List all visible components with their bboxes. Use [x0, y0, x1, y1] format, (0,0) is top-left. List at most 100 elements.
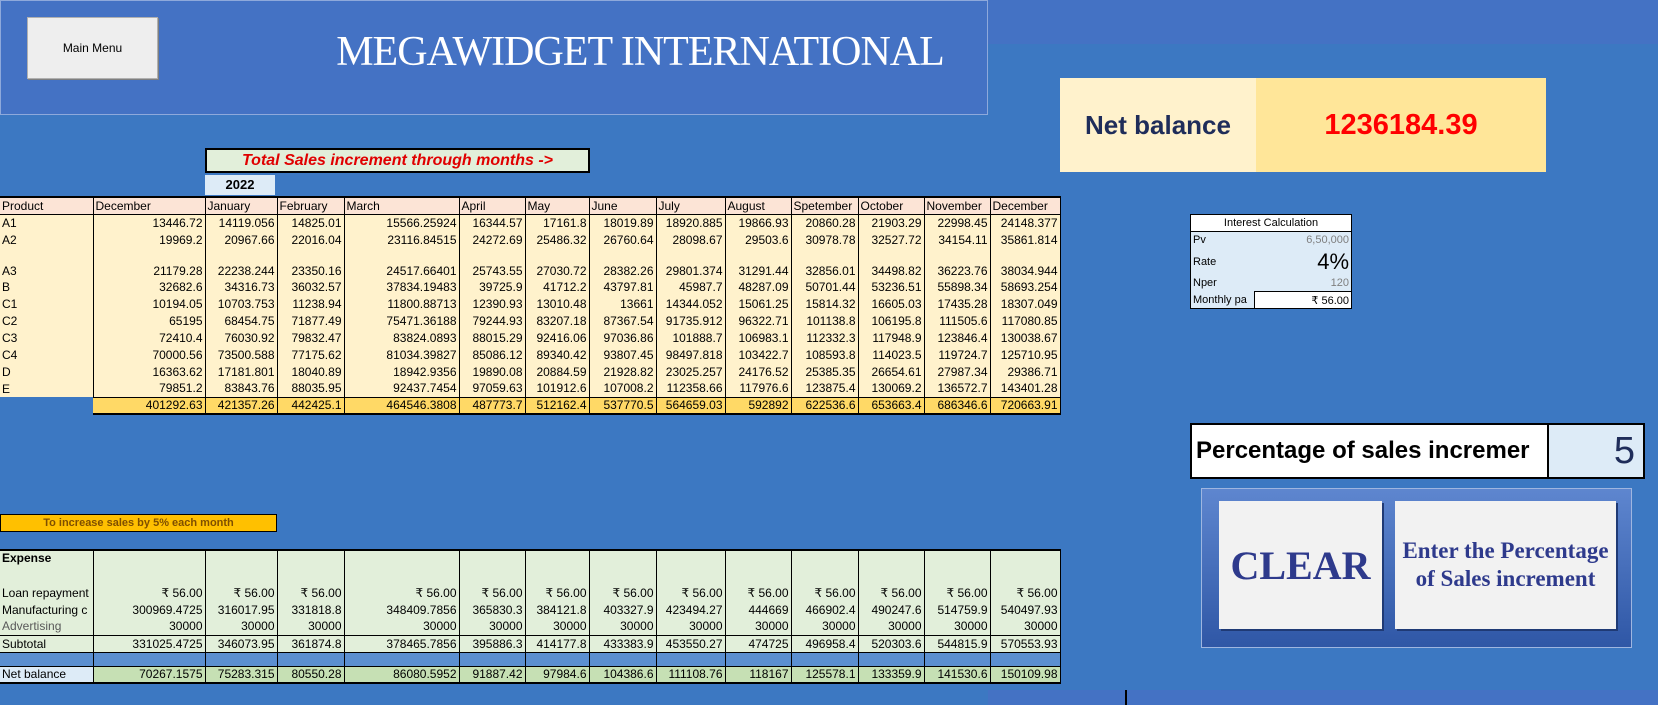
main-menu-button[interactable]: Main Menu	[27, 17, 158, 79]
sales-cell[interactable]: 81034.39827	[344, 346, 460, 363]
sales-cell[interactable]: 29386.71	[990, 363, 1061, 380]
expense-cell[interactable]: ₹ 56.00	[990, 584, 1061, 601]
expense-cell[interactable]: ₹ 56.00	[725, 584, 792, 601]
sales-cell[interactable]: 91735.912	[656, 312, 726, 329]
total-cell[interactable]: 720663.91	[990, 396, 1061, 415]
sales-cell[interactable]: 73500.588	[205, 346, 278, 363]
sales-cell[interactable]: 26654.61	[858, 363, 925, 380]
expense-cell[interactable]: 30000	[656, 618, 726, 635]
sales-cell[interactable]: 79832.47	[277, 329, 345, 346]
sales-cell[interactable]: 17161.8	[525, 214, 590, 231]
sales-cell[interactable]: 29503.6	[725, 231, 792, 248]
sales-cell[interactable]: 20967.66	[205, 231, 278, 248]
sales-cell[interactable]: 68454.75	[205, 312, 278, 329]
expense-cell[interactable]: ₹ 56.00	[791, 584, 859, 601]
expense-cell[interactable]: 75283.315	[205, 665, 278, 684]
expense-cell[interactable]: ₹ 56.00	[344, 584, 460, 601]
sales-cell[interactable]: 21903.29	[858, 214, 925, 231]
sales-cell[interactable]: 119724.7	[924, 346, 991, 363]
expense-cell[interactable]: 403327.9	[589, 601, 657, 618]
expense-cell[interactable]: 30000	[589, 618, 657, 635]
expense-cell[interactable]: 125578.1	[791, 665, 859, 684]
expense-cell[interactable]: 348409.7856	[344, 601, 460, 618]
total-cell[interactable]: 464546.3808	[344, 396, 460, 415]
sales-cell[interactable]: 10703.753	[205, 295, 278, 312]
sales-cell[interactable]: 13010.48	[525, 295, 590, 312]
expense-cell[interactable]: 30000	[344, 618, 460, 635]
total-cell[interactable]: 512162.4	[525, 396, 590, 415]
sales-cell[interactable]: 21928.82	[589, 363, 657, 380]
sales-cell[interactable]: 10194.05	[93, 295, 206, 312]
expense-cell[interactable]: 70267.1575	[93, 665, 206, 684]
sales-cell[interactable]: 72410.4	[93, 329, 206, 346]
expense-cell[interactable]: ₹ 56.00	[858, 584, 925, 601]
sales-cell[interactable]: 76030.92	[205, 329, 278, 346]
payment-value[interactable]: ₹ 56.00	[1253, 291, 1353, 309]
year-cell[interactable]: 2022	[205, 175, 275, 195]
expense-cell[interactable]: 97984.6	[525, 665, 590, 684]
sales-cell[interactable]: 23025.257	[656, 363, 726, 380]
sales-cell[interactable]: 58693.254	[990, 278, 1061, 295]
sales-cell[interactable]: 21179.28	[93, 248, 206, 278]
sales-cell[interactable]: 83824.0893	[344, 329, 460, 346]
sales-cell[interactable]: 18019.89	[589, 214, 657, 231]
expense-cell[interactable]: 365830.3	[459, 601, 526, 618]
product-cell[interactable]: B	[0, 278, 94, 295]
sales-cell[interactable]: 48287.09	[725, 278, 792, 295]
sales-cell[interactable]: 92416.06	[525, 329, 590, 346]
sales-cell[interactable]: 39725.9	[459, 278, 526, 295]
expense-cell[interactable]: 30000	[205, 618, 278, 635]
total-cell[interactable]: 537770.5	[589, 396, 657, 415]
sales-cell[interactable]: 92437.7454	[344, 380, 460, 397]
sales-cell[interactable]: 15814.32	[791, 295, 859, 312]
sales-cell[interactable]: 130038.67	[990, 329, 1061, 346]
sales-cell[interactable]: 15061.25	[725, 295, 792, 312]
sales-cell[interactable]: 30978.78	[791, 231, 859, 248]
sales-cell[interactable]: 107008.2	[589, 380, 657, 397]
sales-cell[interactable]: 27030.72	[525, 248, 590, 278]
expense-cell[interactable]: 141530.6	[924, 665, 991, 684]
expense-cell[interactable]: 384121.8	[525, 601, 590, 618]
expense-cell[interactable]: 30000	[791, 618, 859, 635]
sales-cell[interactable]: 18942.9356	[344, 363, 460, 380]
expense-cell[interactable]: 414177.8	[525, 634, 590, 653]
product-cell[interactable]: A2	[0, 231, 94, 248]
expense-cell[interactable]: 150109.98	[990, 665, 1061, 684]
sales-cell[interactable]: 117976.6	[725, 380, 792, 397]
expense-cell[interactable]: ₹ 56.00	[589, 584, 657, 601]
expense-cell[interactable]: 423494.27	[656, 601, 726, 618]
expense-cell[interactable]: 544815.9	[924, 634, 991, 653]
sales-cell[interactable]: 101888.7	[656, 329, 726, 346]
expense-cell[interactable]: 86080.5952	[344, 665, 460, 684]
sales-cell[interactable]: 77175.62	[277, 346, 345, 363]
sales-cell[interactable]: 18920.885	[656, 214, 726, 231]
expense-cell[interactable]: 520303.6	[858, 634, 925, 653]
expense-cell[interactable]: 133359.9	[858, 665, 925, 684]
expense-cell[interactable]: 361874.8	[277, 634, 345, 653]
sales-cell[interactable]: 83207.18	[525, 312, 590, 329]
expense-cell[interactable]: 331025.4725	[93, 634, 206, 653]
sales-cell[interactable]: 70000.56	[93, 346, 206, 363]
sales-cell[interactable]: 125710.95	[990, 346, 1061, 363]
net-balance-value[interactable]: 1236184.39	[1256, 78, 1546, 172]
total-cell[interactable]: 592892	[725, 396, 792, 415]
product-cell[interactable]: C4	[0, 346, 94, 363]
sales-cell[interactable]: 71877.49	[277, 312, 345, 329]
sales-cell[interactable]: 25385.35	[791, 363, 859, 380]
total-cell[interactable]: 622536.6	[791, 396, 859, 415]
sales-cell[interactable]: 36032.57	[277, 278, 345, 295]
product-cell[interactable]: C3	[0, 329, 94, 346]
sales-cell[interactable]: 88015.29	[459, 329, 526, 346]
expense-cell[interactable]: 466902.4	[791, 601, 859, 618]
expense-cell[interactable]: 30000	[277, 618, 345, 635]
sales-cell[interactable]: 20884.59	[525, 363, 590, 380]
expense-cell[interactable]: 316017.95	[205, 601, 278, 618]
expense-cell[interactable]: 395886.3	[459, 634, 526, 653]
expense-cell[interactable]: 444669	[725, 601, 792, 618]
sales-cell[interactable]: 55898.34	[924, 278, 991, 295]
expense-cell[interactable]: 91887.42	[459, 665, 526, 684]
sales-cell[interactable]: 112332.3	[791, 329, 859, 346]
total-cell[interactable]: 487773.7	[459, 396, 526, 415]
sales-cell[interactable]: 93807.45	[589, 346, 657, 363]
sales-cell[interactable]: 15566.25924	[344, 214, 460, 231]
